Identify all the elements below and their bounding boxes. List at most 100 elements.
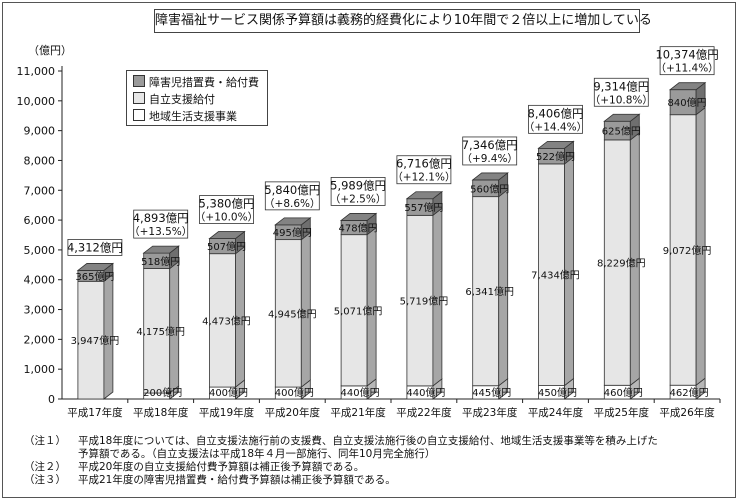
y-tick-label: 6,000 <box>24 214 56 227</box>
total-label: 4,312億円 <box>67 240 123 254</box>
total-label: 9,314億円 <box>593 79 649 93</box>
total-callout-box <box>264 181 320 211</box>
data-label-independence: 9,072億円 <box>663 244 712 257</box>
data-label-community: 400億円 <box>275 386 314 399</box>
data-label-children: 507億円 <box>207 240 246 253</box>
legend-label: 障害児措置費・給付費 <box>149 76 259 89</box>
y-tick-label: 5,000 <box>24 244 56 257</box>
bar-top-face <box>76 263 115 271</box>
bar-top-face <box>405 191 444 200</box>
footnote-text: 平成20年度の自立支援給付費予算額は補正後予算額である。 <box>78 461 365 473</box>
data-label-independence: 5,719億円 <box>400 295 449 308</box>
bar-segment-front <box>77 280 105 400</box>
growth-label: （+14.4%） <box>524 121 587 133</box>
x-tick-label: 平成25年度 <box>594 406 650 419</box>
y-tick-label: 0 <box>48 393 55 406</box>
growth-label: （+13.5%） <box>129 226 192 238</box>
x-tick-label: 平成18年度 <box>133 406 189 419</box>
total-callout-box <box>593 77 649 107</box>
x-tick-label: 平成19年度 <box>199 406 255 419</box>
data-label-community: 445億円 <box>472 386 511 399</box>
y-tick-label: 3,000 <box>24 304 56 317</box>
y-tick-label: 4,000 <box>24 274 56 287</box>
bar-top-face <box>274 217 312 226</box>
footnote-3: （注３） 平成21年度の障害児措置費・給付費予算額は補正後予算額である。 <box>24 474 724 487</box>
total-callout-box <box>462 136 518 166</box>
bar-top-face <box>142 245 180 254</box>
total-label: 4,893億円 <box>133 211 189 225</box>
footnote-1: （注１） 平成18年度については、自立支援法施行前の支援費、自立支援法施行後の自… <box>24 435 724 448</box>
y-tick-label: 9,000 <box>24 125 56 138</box>
x-tick-label: 平成26年度 <box>659 406 715 419</box>
bar-segment-front <box>143 268 171 394</box>
data-label-independence: 4,945億円 <box>268 307 317 320</box>
data-label-community: 440億円 <box>406 386 445 399</box>
y-tick-label: 2,000 <box>24 333 56 346</box>
data-label-community: 440億円 <box>341 386 380 399</box>
x-tick-label: 平成23年度 <box>462 406 518 419</box>
growth-label: （+9.4%） <box>461 153 517 165</box>
x-tick-label: 平成22年度 <box>396 406 452 419</box>
total-label: 5,840億円 <box>264 183 320 197</box>
data-label-independence: 5,071億円 <box>334 304 383 317</box>
x-tick-label: 平成21年度 <box>330 406 386 419</box>
legend-label: 自立支援給付 <box>149 93 215 106</box>
data-label-children: 557億円 <box>404 201 443 214</box>
data-label-independence: 4,175億円 <box>136 325 185 338</box>
data-label-independence: 7,434億円 <box>531 269 580 282</box>
growth-label: （+8.6%） <box>264 198 320 210</box>
bar-top-face <box>668 82 707 91</box>
x-tick-label: 平成24年度 <box>528 406 584 419</box>
legend-item-community-life-support: 地域生活支援事業 <box>133 108 267 125</box>
total-callout-box <box>659 46 715 76</box>
stacked-bar-chart: 0 1,000 2,000 3,000 4,000 5,000 6,000 7,000 8,00… <box>17 46 721 419</box>
total-label: 8,406億円 <box>528 106 584 120</box>
y-axis-unit-label: （億円） <box>28 44 72 57</box>
data-label-community: 200億円 <box>143 386 182 399</box>
data-label-community: 462億円 <box>670 386 709 399</box>
data-label-children: 495億円 <box>273 226 312 239</box>
bar-segment-front <box>669 89 697 116</box>
bar-top-face <box>339 213 378 221</box>
bar-segment-front <box>209 253 236 388</box>
data-label-independence: 4,473億円 <box>202 314 251 327</box>
total-callout-box <box>199 195 254 224</box>
legend-swatch <box>133 75 145 87</box>
y-tick-label: 1,000 <box>24 363 56 376</box>
data-label-children: 840億円 <box>668 96 707 109</box>
total-callout-box <box>528 104 583 134</box>
data-label-independence: 3,947億円 <box>71 334 120 347</box>
growth-label: （+10.0%） <box>195 212 258 224</box>
legend-item-children-support: 障害児措置費・給付費 <box>133 74 267 91</box>
x-tick-label: 平成20年度 <box>265 406 321 419</box>
data-label-children: 365億円 <box>75 270 114 283</box>
data-label-children: 478億円 <box>339 222 378 235</box>
total-callout-box <box>396 155 452 185</box>
legend: 障害児措置費・給付費 自立支援給付 地域生活支援事業 <box>126 70 268 126</box>
total-label: 5,989億円 <box>330 178 386 192</box>
data-label-community: 400億円 <box>209 386 248 399</box>
bar-top-face <box>208 231 246 239</box>
data-label-children: 560億円 <box>470 182 509 195</box>
legend-swatch <box>133 92 145 104</box>
data-label-independence: 8,229億円 <box>597 257 646 270</box>
total-callout-box <box>330 177 386 206</box>
total-label: 10,374億円 <box>655 48 718 62</box>
data-label-children: 625億円 <box>602 125 641 138</box>
growth-label: （+2.5%） <box>330 193 386 205</box>
legend-swatch <box>133 109 145 121</box>
total-label: 7,346億円 <box>462 138 518 152</box>
y-tick-label: 7,000 <box>24 184 56 197</box>
growth-label: （+10.8%） <box>590 94 653 106</box>
y-tick-label: 10,000 <box>17 95 56 108</box>
growth-label: （+11.4%） <box>656 63 719 75</box>
footnote-key: （注３） <box>24 474 66 486</box>
total-label: 6,716億円 <box>396 157 452 171</box>
growth-label: （+12.1%） <box>392 172 455 184</box>
footnotes: （注１） 平成18年度については、自立支援法施行前の支援費、自立支援法施行後の自… <box>24 435 724 487</box>
footnote-text: 平成21年度の障害児措置費・給付費予算額は補正後予算額である。 <box>78 474 396 486</box>
total-label: 5,380億円 <box>199 197 255 211</box>
legend-label: 地域生活支援事業 <box>149 110 237 123</box>
data-label-children: 522億円 <box>536 150 575 163</box>
total-callout-box <box>67 239 123 256</box>
